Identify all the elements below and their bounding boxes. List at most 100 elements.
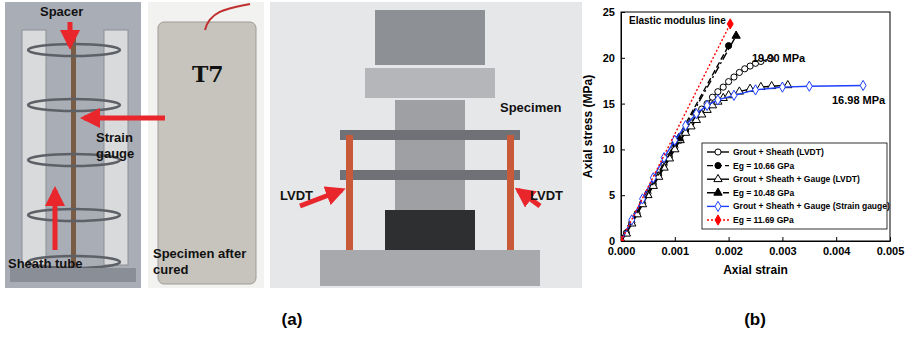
x-tick: 0.001: [662, 237, 690, 257]
photo-label: gauge: [96, 146, 134, 161]
x-tick-mark: [729, 237, 730, 241]
x-tick-mark: [782, 237, 783, 241]
arrow: [68, 22, 73, 46]
marker: [704, 100, 710, 110]
legend-label: Grout + Sheath + Gauge (LVDT): [733, 174, 860, 184]
y-tick: 15: [603, 98, 625, 110]
specimen: [395, 100, 465, 210]
photo-background: [5, 2, 141, 288]
photo-background: [270, 2, 582, 288]
photo-label: T7: [192, 61, 224, 87]
y-tick: 20: [603, 52, 625, 64]
legend-label: Eg = 11.69 GPa: [733, 215, 794, 225]
y-tick-mark: [621, 195, 625, 196]
legend-label: Eg = 10.66 GPa: [733, 161, 794, 171]
lower-platen: [385, 210, 475, 250]
y-tick-label: 15: [603, 98, 615, 110]
x-tick-mark: [836, 237, 837, 241]
y-tick-mark: [621, 12, 625, 13]
marker: [629, 215, 635, 225]
y-tick-mark: [621, 149, 625, 150]
marker: [726, 79, 732, 85]
legend-label: Eg = 10.48 GPa: [733, 188, 794, 198]
marker: [709, 94, 715, 100]
rod: [71, 30, 76, 270]
legend-marker: [715, 201, 721, 211]
photo-label: Strain: [96, 130, 133, 145]
x-tick-label: 0.002: [715, 245, 743, 257]
y-axis: 0510152025: [603, 6, 625, 247]
marker: [727, 19, 733, 29]
plot-frame: [621, 12, 890, 241]
x-tick-label: 0.004: [823, 245, 851, 257]
legend-marker: [715, 215, 721, 225]
annotation: 16.98 MPa: [832, 94, 886, 106]
figure: Spacer Straingauge Sheath tube T7 Specimen a…: [0, 0, 909, 345]
spacer: [28, 209, 120, 221]
y-tick-mark: [621, 58, 625, 59]
marker: [715, 95, 721, 105]
x-tick: 0.002: [715, 237, 743, 257]
base: [320, 250, 540, 286]
y-tick-mark: [621, 241, 625, 242]
marker: [683, 120, 689, 130]
series-line: [621, 36, 736, 241]
annotation: 19.90 MPa: [752, 52, 806, 64]
wire: [205, 4, 250, 30]
marker: [650, 173, 656, 183]
marker: [860, 80, 866, 90]
x-tick: 0.003: [769, 237, 797, 257]
y-tick-mark: [621, 104, 625, 105]
legend-marker: [714, 174, 722, 181]
x-tick: 0.005: [877, 237, 905, 257]
photo-label: Spacer: [40, 4, 83, 19]
legend: Grout + Sheath (LVDT) Eg = 10.66 GPa Grout…: [702, 143, 890, 229]
y-tick: 10: [603, 143, 625, 155]
y-tick-label: 20: [603, 52, 615, 64]
sheath-tube: [22, 30, 46, 265]
x-tick-label: 0.005: [877, 245, 905, 257]
marker: [806, 81, 812, 91]
photo: [5, 2, 141, 288]
load-cell: [375, 10, 485, 65]
marker: [720, 84, 726, 90]
photo-label: Specimen: [500, 100, 561, 115]
legend-box: [702, 143, 887, 229]
platen: [365, 68, 495, 98]
x-tick-mark: [675, 237, 676, 241]
marker: [640, 194, 646, 204]
legend-label: Grout + Sheath + Gauge (Strain gauge): [733, 201, 890, 211]
marker: [732, 31, 740, 38]
marker: [731, 74, 737, 80]
spacer: [28, 99, 120, 111]
x-tick-label: 0.001: [662, 245, 690, 257]
marker: [731, 90, 737, 100]
x-axis: 0.0000.0010.0020.0030.0040.005: [608, 237, 905, 257]
x-tick-mark: [890, 237, 891, 241]
specimen: [158, 22, 256, 284]
y-axis-line: [621, 13, 622, 242]
spacer: [28, 44, 120, 56]
panel-label: (b): [744, 310, 766, 329]
panel-label: (a): [282, 310, 303, 329]
photo-label: LVDT: [530, 188, 563, 203]
photo-label: LVDT: [280, 188, 313, 203]
annotation: Elastic modulus line: [629, 15, 726, 26]
photo-label: Sheath tube: [8, 256, 82, 271]
arrow: [84, 116, 165, 121]
y-tick: 25: [603, 6, 625, 18]
x-tick: 0.004: [823, 237, 851, 257]
y-tick-label: 0: [609, 235, 615, 247]
y-axis-title: Axial stress (MPa): [581, 75, 595, 178]
x-tick-label: 0.003: [769, 245, 797, 257]
marker: [779, 82, 785, 92]
y-tick-label: 10: [603, 143, 615, 155]
photo-panel: Spacer Straingauge Sheath tube T7 Specimen a…: [5, 2, 582, 288]
lvdt: [507, 135, 514, 250]
legend-label: Grout + Sheath (LVDT): [733, 147, 824, 157]
legend-marker: [715, 163, 721, 169]
chart: 0.0000.0010.0020.0030.0040.0050510152025…: [581, 6, 904, 277]
y-tick-label: 25: [603, 6, 615, 18]
photo-label: Specimen after: [153, 246, 246, 261]
x-axis-line: [622, 241, 891, 242]
